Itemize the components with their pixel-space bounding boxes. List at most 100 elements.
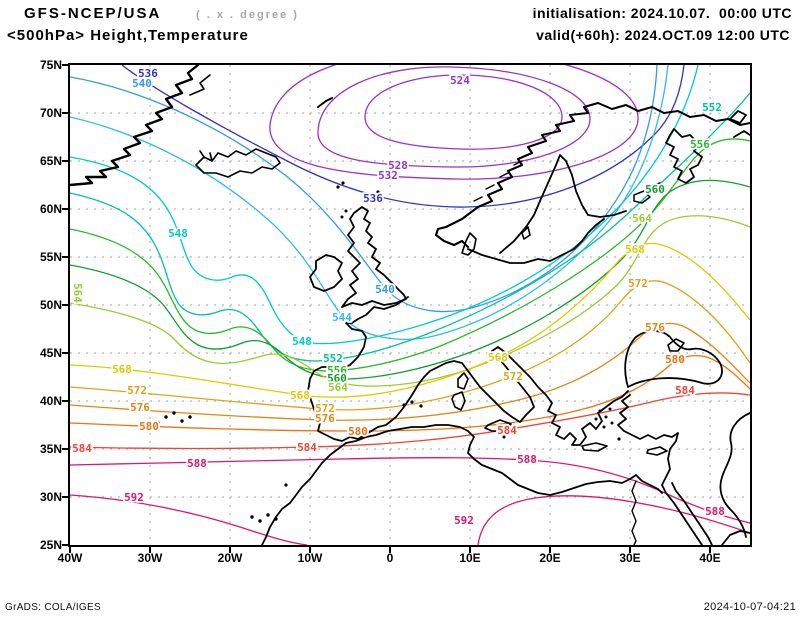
contour-line-536 — [121, 65, 685, 208]
island-gotland — [521, 226, 531, 240]
lat-tick-mark — [62, 64, 68, 66]
contour-label: 592 — [124, 491, 144, 504]
contour-label: 572 — [503, 370, 523, 383]
coastline-iceland — [195, 148, 281, 178]
coastline-white-sea — [665, 128, 703, 184]
contour-line-544 — [70, 65, 669, 340]
lon-tick-label: 20W — [217, 551, 243, 565]
contour-label: 556 — [690, 138, 710, 151]
coastline-denmark — [461, 232, 477, 256]
lat-tick-mark — [62, 496, 68, 498]
lat-tick-label: 45N — [39, 346, 62, 360]
contour-line-584 — [70, 392, 750, 450]
lon-tick-label: 30E — [619, 551, 641, 565]
lat-tick-label: 35N — [39, 442, 62, 456]
lon-tick-label: 20E — [539, 551, 561, 565]
lat-tick-label: 40N — [39, 394, 62, 408]
lat-tick-label: 75N — [39, 58, 62, 72]
lat-tick-mark — [62, 448, 68, 450]
lat-tick-label: 65N — [39, 154, 62, 168]
coastline-turkey-levant — [617, 394, 679, 486]
coastline-greenland-inner — [189, 74, 211, 96]
contour-line-576 — [70, 322, 750, 421]
contour-label: 572 — [628, 277, 648, 290]
coastline-black-sea — [624, 330, 723, 388]
contour-label: 552 — [702, 101, 722, 114]
contour-label: 576 — [130, 401, 150, 414]
contour-line-580 — [70, 354, 750, 432]
coastline-north-africa — [345, 424, 663, 496]
lat-tick-label: 60N — [39, 202, 62, 216]
contour-label: 584 — [72, 442, 92, 455]
coastline-baltic-south — [467, 218, 605, 264]
contour-label: 560 — [327, 372, 347, 385]
contour-label: 536 — [363, 192, 383, 205]
contour-line-592 — [477, 495, 750, 545]
valid-time: valid(+60h): 2024.OCT.09 12:00 UTC — [536, 27, 790, 43]
coastline-red-sea — [661, 482, 713, 545]
contour-line-556 — [70, 138, 750, 372]
contour-line-568 — [70, 242, 750, 398]
contour-label: 556 — [327, 364, 347, 377]
lat-tick-mark — [62, 544, 68, 546]
contour-label: 540 — [375, 283, 395, 296]
lon-tick-mark — [629, 547, 631, 553]
contour-label: 588 — [705, 505, 725, 518]
contour-label: 588 — [187, 457, 207, 470]
contour-label: 592 — [454, 514, 474, 527]
coastline-jan-mayen — [317, 97, 333, 108]
lat-tick-label: 55N — [39, 250, 62, 264]
contour-label: 532 — [378, 169, 398, 182]
lon-tick-label: 0 — [386, 551, 394, 565]
contour-label: 524 — [450, 74, 470, 87]
lat-tick-mark — [62, 208, 68, 210]
contour-label: 580 — [665, 353, 685, 366]
contour-line-532 — [269, 65, 639, 180]
lon-tick-label: 10W — [297, 551, 323, 565]
contour-label: 584 — [497, 424, 517, 437]
lon-tick-mark — [309, 547, 311, 553]
contour-label: 568 — [488, 351, 508, 364]
model-title: GFS-NCEP/USA — [24, 5, 162, 22]
grid-resolution-note: ( . x . degree ) — [196, 9, 299, 21]
product-title: <500hPa> Height,Temperature — [7, 27, 249, 44]
contour-label: 544 — [332, 311, 352, 324]
contour-line-564 — [70, 215, 750, 387]
contour-label: 576 — [645, 321, 665, 334]
lon-tick-label: 40W — [57, 551, 83, 565]
islands-aegean-balearic — [402, 400, 621, 441]
lake-ladoga — [633, 182, 663, 204]
contour-label: 572 — [315, 402, 335, 415]
coastline-norway — [434, 101, 600, 249]
islands-canaries-azores — [156, 411, 288, 523]
contour-label: 528 — [388, 159, 408, 172]
coastline-layer — [70, 65, 750, 545]
generation-timestamp: 2024-10-07-04:21 — [703, 601, 796, 613]
contour-line-540 — [70, 65, 658, 313]
contour-line-572 — [70, 280, 750, 411]
lon-tick-mark — [389, 547, 391, 553]
contour-label: 588 — [517, 453, 537, 466]
lon-tick-mark — [549, 547, 551, 553]
lon-tick-mark — [149, 547, 151, 553]
lat-tick-label: 70N — [39, 106, 62, 120]
contour-layer — [70, 65, 750, 545]
coastline-crimea — [667, 338, 685, 352]
coastline-morocco-atlantic — [261, 442, 347, 545]
contour-line-524 — [364, 74, 563, 150]
contour-label-layer: 5245285325365365405405445485485525525565… — [70, 65, 727, 529]
lat-tick-mark — [62, 352, 68, 354]
contour-label: 568 — [290, 389, 310, 402]
lat-tick-mark — [62, 256, 68, 258]
contour-label: 564 — [632, 212, 652, 225]
contour-label: 576 — [315, 412, 335, 425]
map-canvas: 5245285325365365405405445485485525525565… — [70, 65, 750, 545]
lon-tick-mark — [229, 547, 231, 553]
coastline-ireland — [309, 254, 343, 292]
contour-label: 536 — [138, 67, 158, 80]
contour-label: 540 — [132, 77, 152, 90]
lon-tick-mark — [69, 547, 71, 553]
coastline-britain — [341, 206, 407, 308]
lat-tick-mark — [62, 400, 68, 402]
